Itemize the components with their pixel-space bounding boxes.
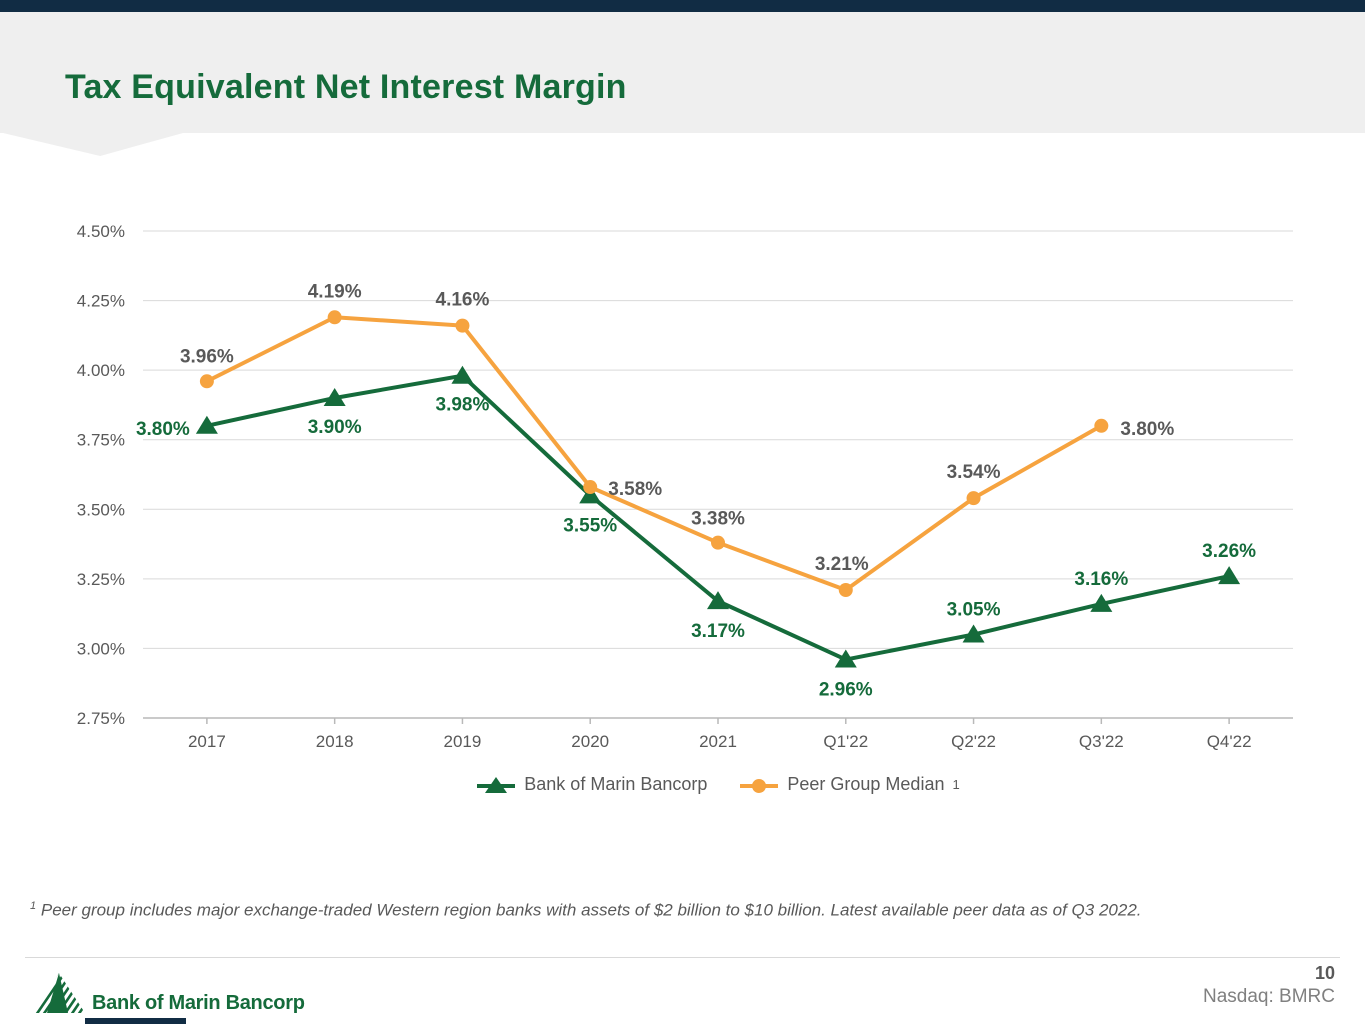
nasdaq-ticker: Nasdaq: BMRC (1203, 986, 1335, 1007)
bottom-navy-bar (85, 1018, 186, 1024)
svg-text:Q1'22: Q1'22 (823, 732, 868, 751)
svg-text:3.80%: 3.80% (1120, 419, 1174, 440)
page-number: 10 (1314, 963, 1335, 983)
chart-legend: Bank of Marin Bancorp Peer Group Median 1 (143, 774, 1293, 795)
footnote-text: Peer group includes major exchange-trade… (40, 900, 1142, 920)
footer-divider (25, 957, 1340, 958)
net-interest-margin-line-chart: 4.50% 4.25% 4.00% 3.75% 3.50% 3.25% 3.00% 2.75%… (77, 222, 1293, 751)
svg-text:Q2'22: Q2'22 (951, 732, 996, 751)
svg-text:3.26%: 3.26% (1202, 541, 1256, 562)
svg-text:2.96%: 2.96% (819, 680, 873, 701)
peer-circle-legend-icon (740, 778, 779, 793)
svg-text:3.80%: 3.80% (136, 419, 190, 440)
svg-text:3.05%: 3.05% (947, 600, 1001, 621)
legend-label-bmrc: Bank of Marin Bancorp (524, 774, 708, 794)
svg-text:3.00%: 3.00% (77, 639, 125, 658)
legend-item-peer-group: Peer Group Median 1 (739, 774, 960, 795)
svg-text:3.21%: 3.21% (815, 554, 869, 575)
svg-text:2018: 2018 (316, 732, 354, 751)
svg-text:Q4'22: Q4'22 (1207, 732, 1252, 751)
legend-footnote-marker: 1 (952, 777, 960, 792)
svg-text:2021: 2021 (699, 732, 737, 751)
logo-wordmark: Bank of Marin Bancorp (92, 992, 305, 1014)
svg-text:4.16%: 4.16% (436, 290, 490, 311)
svg-text:3.58%: 3.58% (608, 479, 662, 500)
svg-text:3.38%: 3.38% (691, 509, 745, 530)
svg-text:3.16%: 3.16% (1074, 569, 1128, 590)
legend-item-bank-of-marin: Bank of Marin Bancorp (476, 774, 707, 795)
bank-of-marin-logo: Bank of Marin Bancorp (35, 972, 305, 1014)
svg-text:3.55%: 3.55% (563, 515, 617, 536)
svg-text:3.96%: 3.96% (180, 346, 234, 367)
bmrc-triangle-legend-icon (477, 776, 516, 793)
svg-text:3.90%: 3.90% (308, 417, 362, 438)
svg-text:3.17%: 3.17% (691, 621, 745, 642)
mountain-logo-icon (35, 973, 85, 1013)
svg-text:4.25%: 4.25% (77, 292, 125, 311)
svg-text:2017: 2017 (188, 732, 226, 751)
svg-text:4.50%: 4.50% (77, 222, 125, 241)
legend-label-peer: Peer Group Median (787, 774, 945, 794)
footnote: 1 Peer group includes major exchange-tra… (30, 900, 1142, 921)
top-navy-bar (0, 0, 1365, 12)
svg-text:Q3'22: Q3'22 (1079, 732, 1124, 751)
svg-text:3.25%: 3.25% (77, 570, 125, 589)
svg-text:3.50%: 3.50% (77, 500, 125, 519)
page-title: Tax Equivalent Net Interest Margin (65, 67, 627, 106)
svg-text:2020: 2020 (571, 732, 609, 751)
header-band (0, 12, 1365, 133)
svg-text:2019: 2019 (444, 732, 482, 751)
svg-text:3.54%: 3.54% (947, 462, 1001, 483)
svg-text:4.00%: 4.00% (77, 361, 125, 380)
svg-text:2.75%: 2.75% (77, 709, 125, 728)
svg-text:3.75%: 3.75% (77, 431, 125, 450)
svg-text:4.19%: 4.19% (308, 281, 362, 302)
footnote-superscript: 1 (30, 900, 37, 912)
svg-text:3.98%: 3.98% (436, 395, 490, 416)
